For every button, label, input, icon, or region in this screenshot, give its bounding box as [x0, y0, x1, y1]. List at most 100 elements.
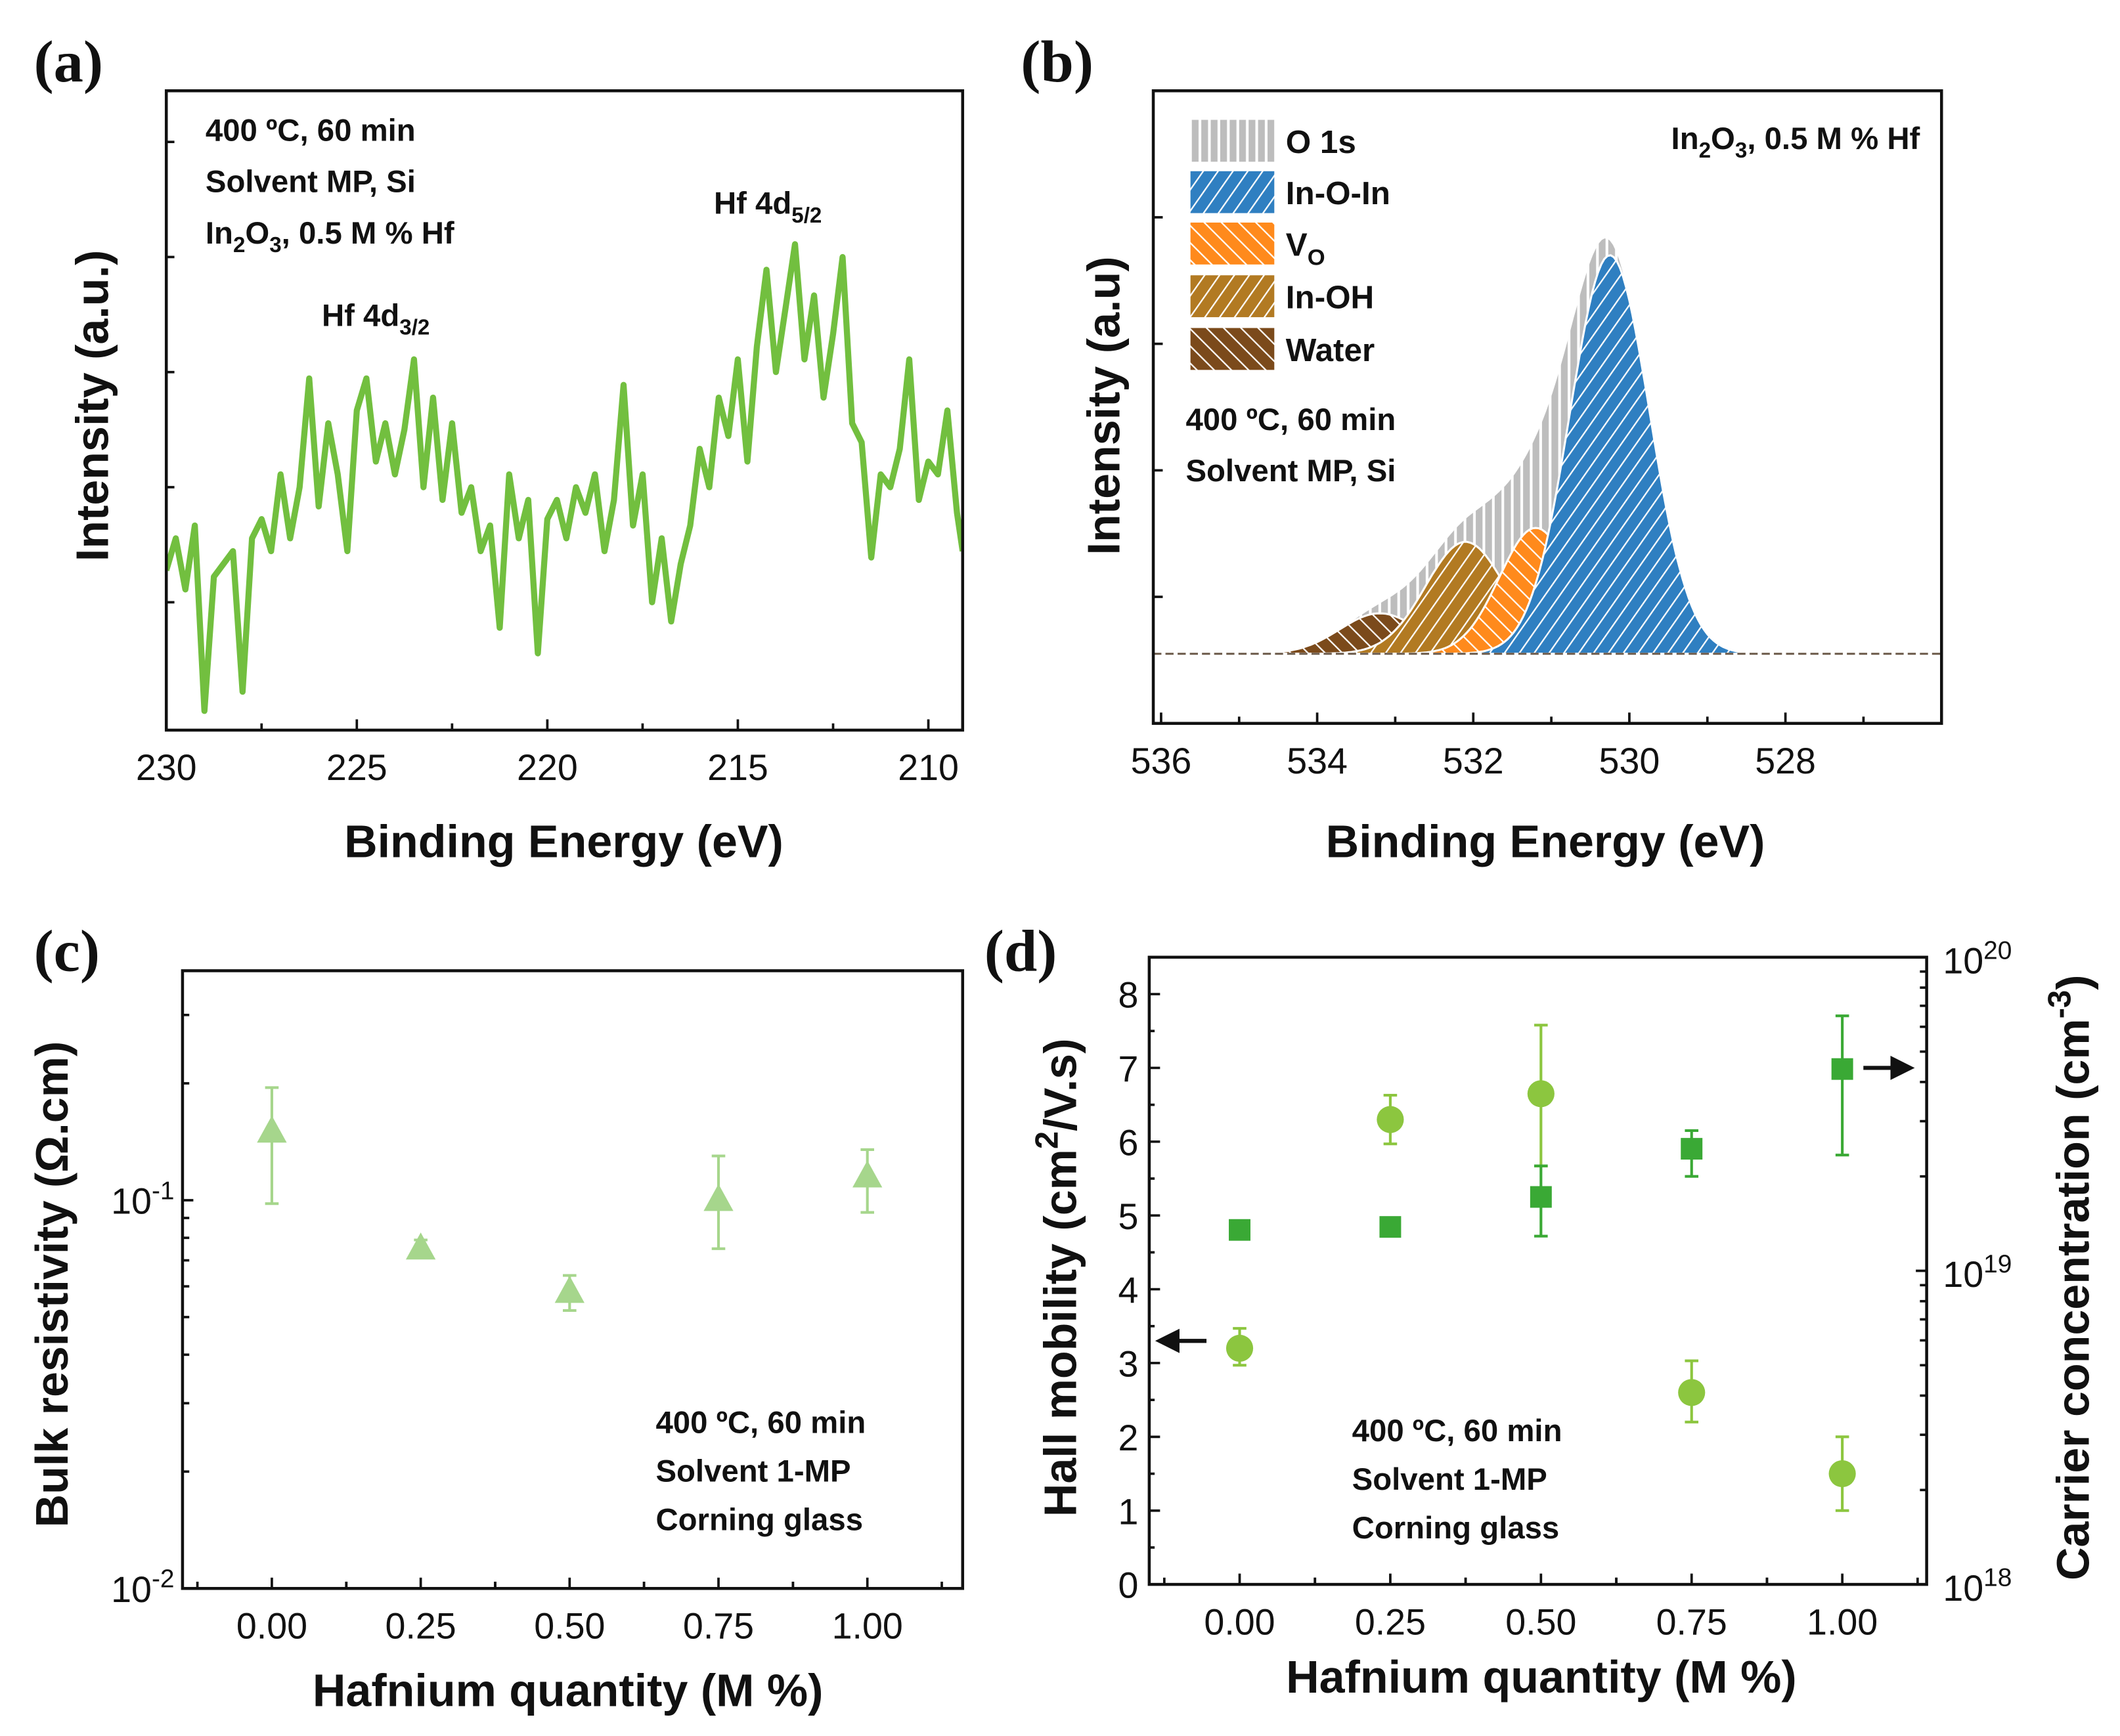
y-right-tick-label-d-part: 20: [1983, 936, 2012, 965]
y-tick-label-d: 3: [1118, 1344, 1138, 1385]
peak-label-hf-4d52-part: Hf 4d: [714, 186, 791, 221]
data-point-triangle: [257, 1116, 287, 1143]
x-tick-label-d: 0.25: [1355, 1601, 1426, 1642]
x-tick-label-b: 534: [1287, 741, 1348, 781]
x-tick-label-d: 0.75: [1656, 1601, 1727, 1642]
condition-text-b: Solvent MP, Si: [1185, 454, 1396, 488]
sample-label-b-part: 2: [1699, 139, 1711, 163]
y-right-axis-label-d-part: -3: [2043, 990, 2078, 1019]
y-tick-label-c-part: -1: [152, 1177, 175, 1205]
condition-text-c: Corning glass: [655, 1503, 863, 1538]
y-tick-label-c-part: 10: [111, 1569, 152, 1610]
data-point-carrier: [1831, 1058, 1853, 1080]
x-axis-label-d: Hafnium quantity (M %): [1286, 1651, 1797, 1703]
condition-text-d: 400 ºC, 60 min: [1352, 1414, 1562, 1448]
sample-label-b-part: 3: [1735, 139, 1747, 163]
legend-label-water-part: Water: [1286, 332, 1375, 368]
x-tick-label-b: 536: [1131, 741, 1192, 781]
sample-label-b: In2O3, 0.5 M % Hf: [1671, 121, 1920, 163]
condition-text-a: Solvent MP, Si: [206, 165, 416, 200]
sample-label-a-part: O: [245, 216, 269, 251]
y-axis-label-a: Intensity (a.u.): [67, 250, 118, 561]
y-right-axis-label-d-part: ): [2048, 975, 2099, 990]
legend-label-in_o_in-part: In-O-In: [1286, 175, 1390, 211]
sample-label-a-part: , 0.5 M % Hf: [282, 216, 454, 251]
y-axis-label-d-part: 2: [1030, 1131, 1065, 1149]
y-tick-label-c-part: -2: [152, 1565, 175, 1594]
data-point-triangle: [852, 1160, 883, 1188]
legend-label-in_oh: In-OH: [1286, 280, 1374, 316]
y-right-tick-label-d: 1018: [1943, 1564, 2012, 1609]
legend-label-vo-part: V: [1286, 227, 1308, 263]
y-right-tick-label-d-part: 10: [1943, 941, 1983, 982]
plot-frame-a: [164, 89, 965, 732]
x-tick-label-c: 1.00: [832, 1605, 903, 1646]
legend-label-o1s-part: O 1s: [1286, 124, 1356, 160]
y-axis-label-b: Intensity (a.u): [1078, 256, 1130, 555]
peak-label-hf-4d52: Hf 4d5/2: [714, 186, 822, 228]
x-axis-label-b: Binding Energy (eV): [1326, 816, 1765, 867]
x-axis-label-c: Hafnium quantity (M %): [313, 1664, 824, 1716]
x-tick-label-d: 1.00: [1807, 1601, 1878, 1642]
legend-swatch-o1s: [1189, 118, 1276, 163]
legend-swatch-in_oh: [1189, 274, 1276, 319]
sample-label-b-part: O: [1711, 121, 1735, 156]
x-tick-label-a: 215: [707, 747, 768, 788]
y-tick-label-d: 6: [1118, 1122, 1138, 1163]
legend-label-water: Water: [1286, 332, 1375, 368]
condition-text-d: Corning glass: [1352, 1511, 1560, 1546]
x-axis-label-a: Binding Energy (eV): [344, 816, 784, 867]
sample-label-a-part: 2: [233, 233, 245, 257]
data-point-carrier: [1229, 1219, 1250, 1241]
data-point-carrier: [1530, 1186, 1552, 1208]
y-right-tick-label-d: 1019: [1943, 1250, 2012, 1295]
y-right-axis-label-d: Carrier concentration (cm-3): [2043, 975, 2099, 1580]
panel-label-a: (a): [33, 28, 103, 95]
legend-swatch-water: [1189, 326, 1276, 372]
x-tick-label-d: 0.50: [1505, 1601, 1576, 1642]
peak-label-hf-4d32: Hf 4d3/2: [322, 298, 430, 339]
y-tick-label-d: 5: [1118, 1196, 1138, 1237]
y-tick-label-c: 10-2: [111, 1565, 174, 1610]
x-tick-label-c: 0.50: [534, 1605, 605, 1646]
condition-text-d: Solvent 1-MP: [1352, 1462, 1547, 1497]
data-point-mobility: [1226, 1334, 1254, 1362]
y-axis-label-d: Hall mobility (cm2/V.s): [1030, 1038, 1086, 1517]
y-right-tick-label-d-part: 19: [1983, 1250, 2012, 1278]
peak-label-hf-4d52-part: 5/2: [791, 204, 822, 228]
sample-label-a: In2O3, 0.5 M % Hf: [206, 216, 454, 257]
condition-text-b: 400 ºC, 60 min: [1185, 402, 1396, 437]
y-axis-label-d-part: Hall mobility (cm: [1035, 1149, 1086, 1517]
x-tick-label-c: 0.75: [683, 1605, 754, 1646]
condition-text-c: 400 ºC, 60 min: [655, 1406, 866, 1441]
y-tick-label-d: 2: [1118, 1418, 1138, 1458]
legend-label-in_o_in: In-O-In: [1286, 175, 1390, 211]
data-point-carrier: [1681, 1138, 1703, 1160]
y-right-tick-label-d-part: 10: [1943, 1568, 1983, 1609]
y-right-axis-label-d-part: Carrier concentration (cm: [2048, 1018, 2099, 1580]
sample-label-a-part: In: [206, 216, 233, 251]
data-point-mobility: [1377, 1106, 1404, 1133]
data-point-mobility: [1527, 1080, 1555, 1108]
data-point-triangle: [703, 1184, 734, 1211]
peak-label-hf-4d32-part: Hf 4d: [322, 298, 399, 333]
panel-label-b: (b): [1021, 28, 1093, 95]
data-point-triangle: [405, 1232, 436, 1260]
plot-frame-c: [181, 969, 965, 1590]
condition-text-a: 400 ºC, 60 min: [206, 113, 416, 148]
data-point-mobility: [1828, 1460, 1856, 1488]
spectrum-line-a: [166, 241, 963, 714]
condition-text-c: Solvent 1-MP: [655, 1454, 850, 1489]
plot-frame-b: [1151, 89, 1943, 725]
peak-label-hf-4d32-part: 3/2: [399, 316, 430, 340]
x-tick-label-b: 530: [1599, 741, 1660, 781]
y-tick-label-c: 10-1: [111, 1177, 174, 1221]
x-tick-label-a: 210: [898, 747, 959, 788]
y-tick-label-d: 8: [1118, 975, 1138, 1016]
legend-swatch-vo: [1189, 221, 1276, 266]
sample-label-b-part: In: [1671, 121, 1699, 156]
y-right-tick-label-d-part: 10: [1943, 1254, 1983, 1295]
legend-swatch-in_o_in: [1189, 169, 1276, 215]
